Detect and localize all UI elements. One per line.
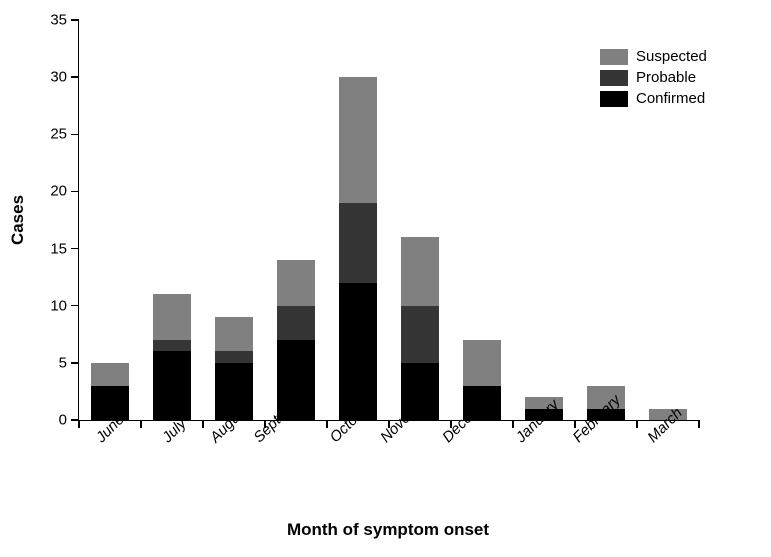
x-tick: [202, 420, 204, 428]
legend-label: Probable: [636, 69, 696, 86]
bar-seg-suspected: [463, 340, 500, 386]
bar-seg-confirmed: [339, 283, 376, 420]
legend-swatch: [600, 49, 628, 65]
legend-label: Confirmed: [636, 90, 705, 107]
x-tick: [636, 420, 638, 428]
y-tick-label: 20: [50, 183, 79, 200]
x-tick: [698, 420, 700, 428]
bar-group: [463, 20, 500, 420]
y-tick-label: 15: [50, 240, 79, 257]
y-tick-label: 30: [50, 69, 79, 86]
x-tick: [388, 420, 390, 428]
legend-item-suspected: Suspected: [600, 48, 707, 65]
bar-seg-confirmed: [153, 351, 190, 420]
bar-seg-suspected: [91, 363, 128, 386]
bar-group: [339, 20, 376, 420]
x-tick: [450, 420, 452, 428]
bar-seg-suspected: [215, 317, 252, 351]
bar-seg-suspected: [339, 77, 376, 203]
bar-group: [525, 20, 562, 420]
y-axis-title: Cases: [8, 195, 28, 245]
bar-seg-suspected: [153, 294, 190, 340]
x-tick: [140, 420, 142, 428]
y-tick-label: 5: [59, 354, 79, 371]
bar-seg-probable: [153, 340, 190, 351]
bar-seg-probable: [401, 306, 438, 363]
x-tick: [512, 420, 514, 428]
y-tick-label: 0: [59, 412, 79, 429]
bar-seg-suspected: [277, 260, 314, 306]
chart-container: 05101520253035JuneJulyAugustSeptemberOct…: [0, 0, 771, 557]
bar-group: [215, 20, 252, 420]
bar-seg-probable: [277, 306, 314, 340]
y-tick-label: 35: [50, 12, 79, 29]
bar-seg-probable: [215, 351, 252, 362]
y-tick-label: 10: [50, 297, 79, 314]
y-tick-label: 25: [50, 126, 79, 143]
x-axis-title: Month of symptom onset: [287, 520, 489, 540]
x-tick: [574, 420, 576, 428]
bar-seg-probable: [339, 203, 376, 283]
bar-group: [91, 20, 128, 420]
legend-swatch: [600, 70, 628, 86]
legend-item-confirmed: Confirmed: [600, 90, 707, 107]
bar-group: [153, 20, 190, 420]
bar-seg-suspected: [401, 237, 438, 306]
bar-group: [277, 20, 314, 420]
legend-item-probable: Probable: [600, 69, 707, 86]
x-tick: [264, 420, 266, 428]
x-tick: [326, 420, 328, 428]
x-tick: [78, 420, 80, 428]
legend: Suspected Probable Confirmed: [600, 48, 707, 111]
bar-group: [401, 20, 438, 420]
legend-swatch: [600, 91, 628, 107]
legend-label: Suspected: [636, 48, 707, 65]
